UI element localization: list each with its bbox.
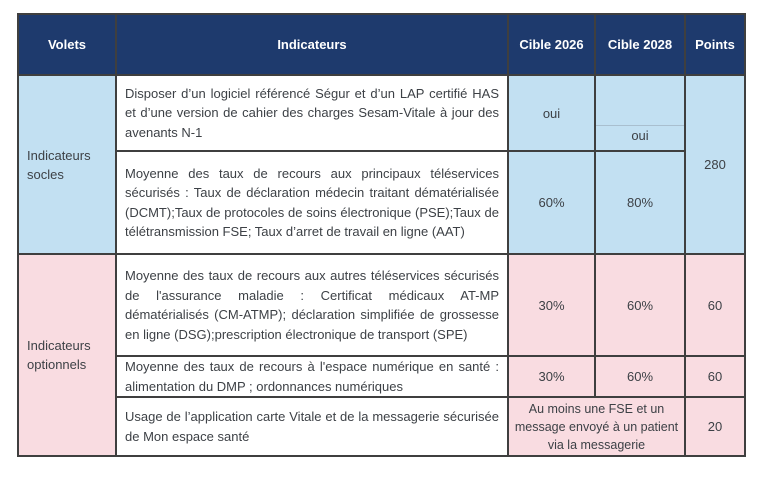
cible-2026-row2: 60% <box>509 152 594 253</box>
column-header-indicateurs: Indicateurs <box>117 15 507 74</box>
group-label-socles: Indicateurs socles <box>19 76 115 253</box>
indicator-cell-carte-vitale: Usage de l’application carte Vitale et d… <box>117 398 507 455</box>
indicator-text: Moyenne des taux de recours aux autres t… <box>125 268 499 342</box>
cible-merged-row5: Au moins une FSE et un message envoyé à … <box>509 398 684 455</box>
group-label-optionnels: Indicateurs optionnels <box>19 255 115 455</box>
column-header-points: Points <box>686 15 744 74</box>
column-header-volets: Volets <box>19 15 115 74</box>
points-row5: 20 <box>686 398 744 455</box>
cible-2028-row3: 60% <box>596 255 684 355</box>
indicator-cell-teleservices-autres: Moyenne des taux de recours aux autres t… <box>117 255 507 355</box>
cible-2026-row4: 30% <box>509 357 594 396</box>
cible-2028-row1: oui <box>596 76 684 150</box>
cible-2028-row2: 80% <box>596 152 684 253</box>
indicators-table: Volets Indicateurs Cible 2026 Cible 2028… <box>17 13 746 457</box>
column-header-cible-2028: Cible 2028 <box>596 15 684 74</box>
points-row4: 60 <box>686 357 744 396</box>
cible-2028-row1-value: oui <box>631 128 649 143</box>
column-header-cible-2026: Cible 2026 <box>509 15 594 74</box>
cible-2028-row4: 60% <box>596 357 684 396</box>
indicator-text: Disposer d’un logiciel référencé Ségur e… <box>125 85 499 140</box>
indicator-cell-espace-numerique: Moyenne des taux de recours à l'espace n… <box>117 357 507 396</box>
points-socles: 280 <box>686 76 744 253</box>
indicator-cell-teleservices-principaux: Moyenne des taux de recours aux principa… <box>117 152 507 253</box>
indicator-text: Moyenne des taux de recours aux principa… <box>125 165 499 240</box>
indicator-cell-logiciel-segur: Disposer d’un logiciel référencé Ségur e… <box>117 76 507 150</box>
indicator-text: Usage de l’application carte Vitale et d… <box>125 409 499 444</box>
indicator-text: Moyenne des taux de recours à l'espace n… <box>125 359 499 394</box>
points-row3: 60 <box>686 255 744 355</box>
cible-2026-row3: 30% <box>509 255 594 355</box>
cible-2026-row1: oui <box>509 76 594 150</box>
merged-cell-divider <box>596 124 684 126</box>
